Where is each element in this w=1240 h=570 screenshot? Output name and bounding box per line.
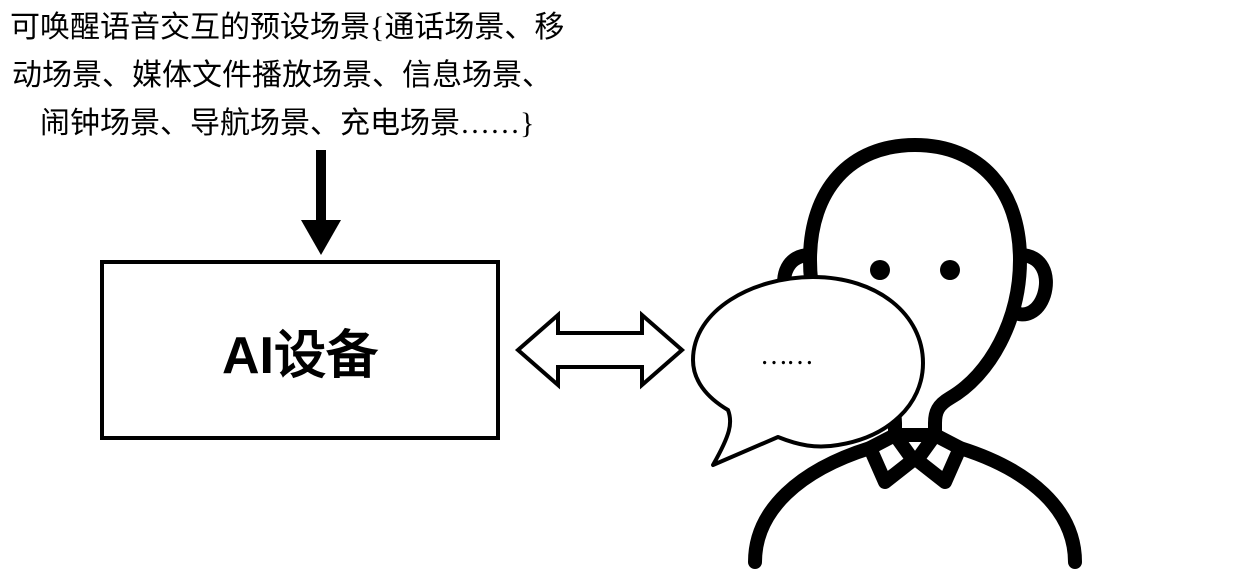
- ai-device-box: AI设备: [100, 260, 500, 440]
- scenario-line-2: 动场景、媒体文件播放场景、信息场景、: [10, 52, 670, 100]
- scenario-line-1: 可唤醒语音交互的预设场景{通话场景、移: [10, 4, 670, 52]
- ai-device-label: AI设备: [222, 313, 378, 388]
- arrow-down-icon: [296, 150, 346, 260]
- scenario-text-block: 可唤醒语音交互的预设场景{通话场景、移 动场景、媒体文件播放场景、信息场景、 闹…: [10, 4, 670, 148]
- scenario-line-3: 闹钟场景、导航场景、充电场景……}: [10, 100, 670, 148]
- speech-bubble-dots: ……: [760, 340, 812, 372]
